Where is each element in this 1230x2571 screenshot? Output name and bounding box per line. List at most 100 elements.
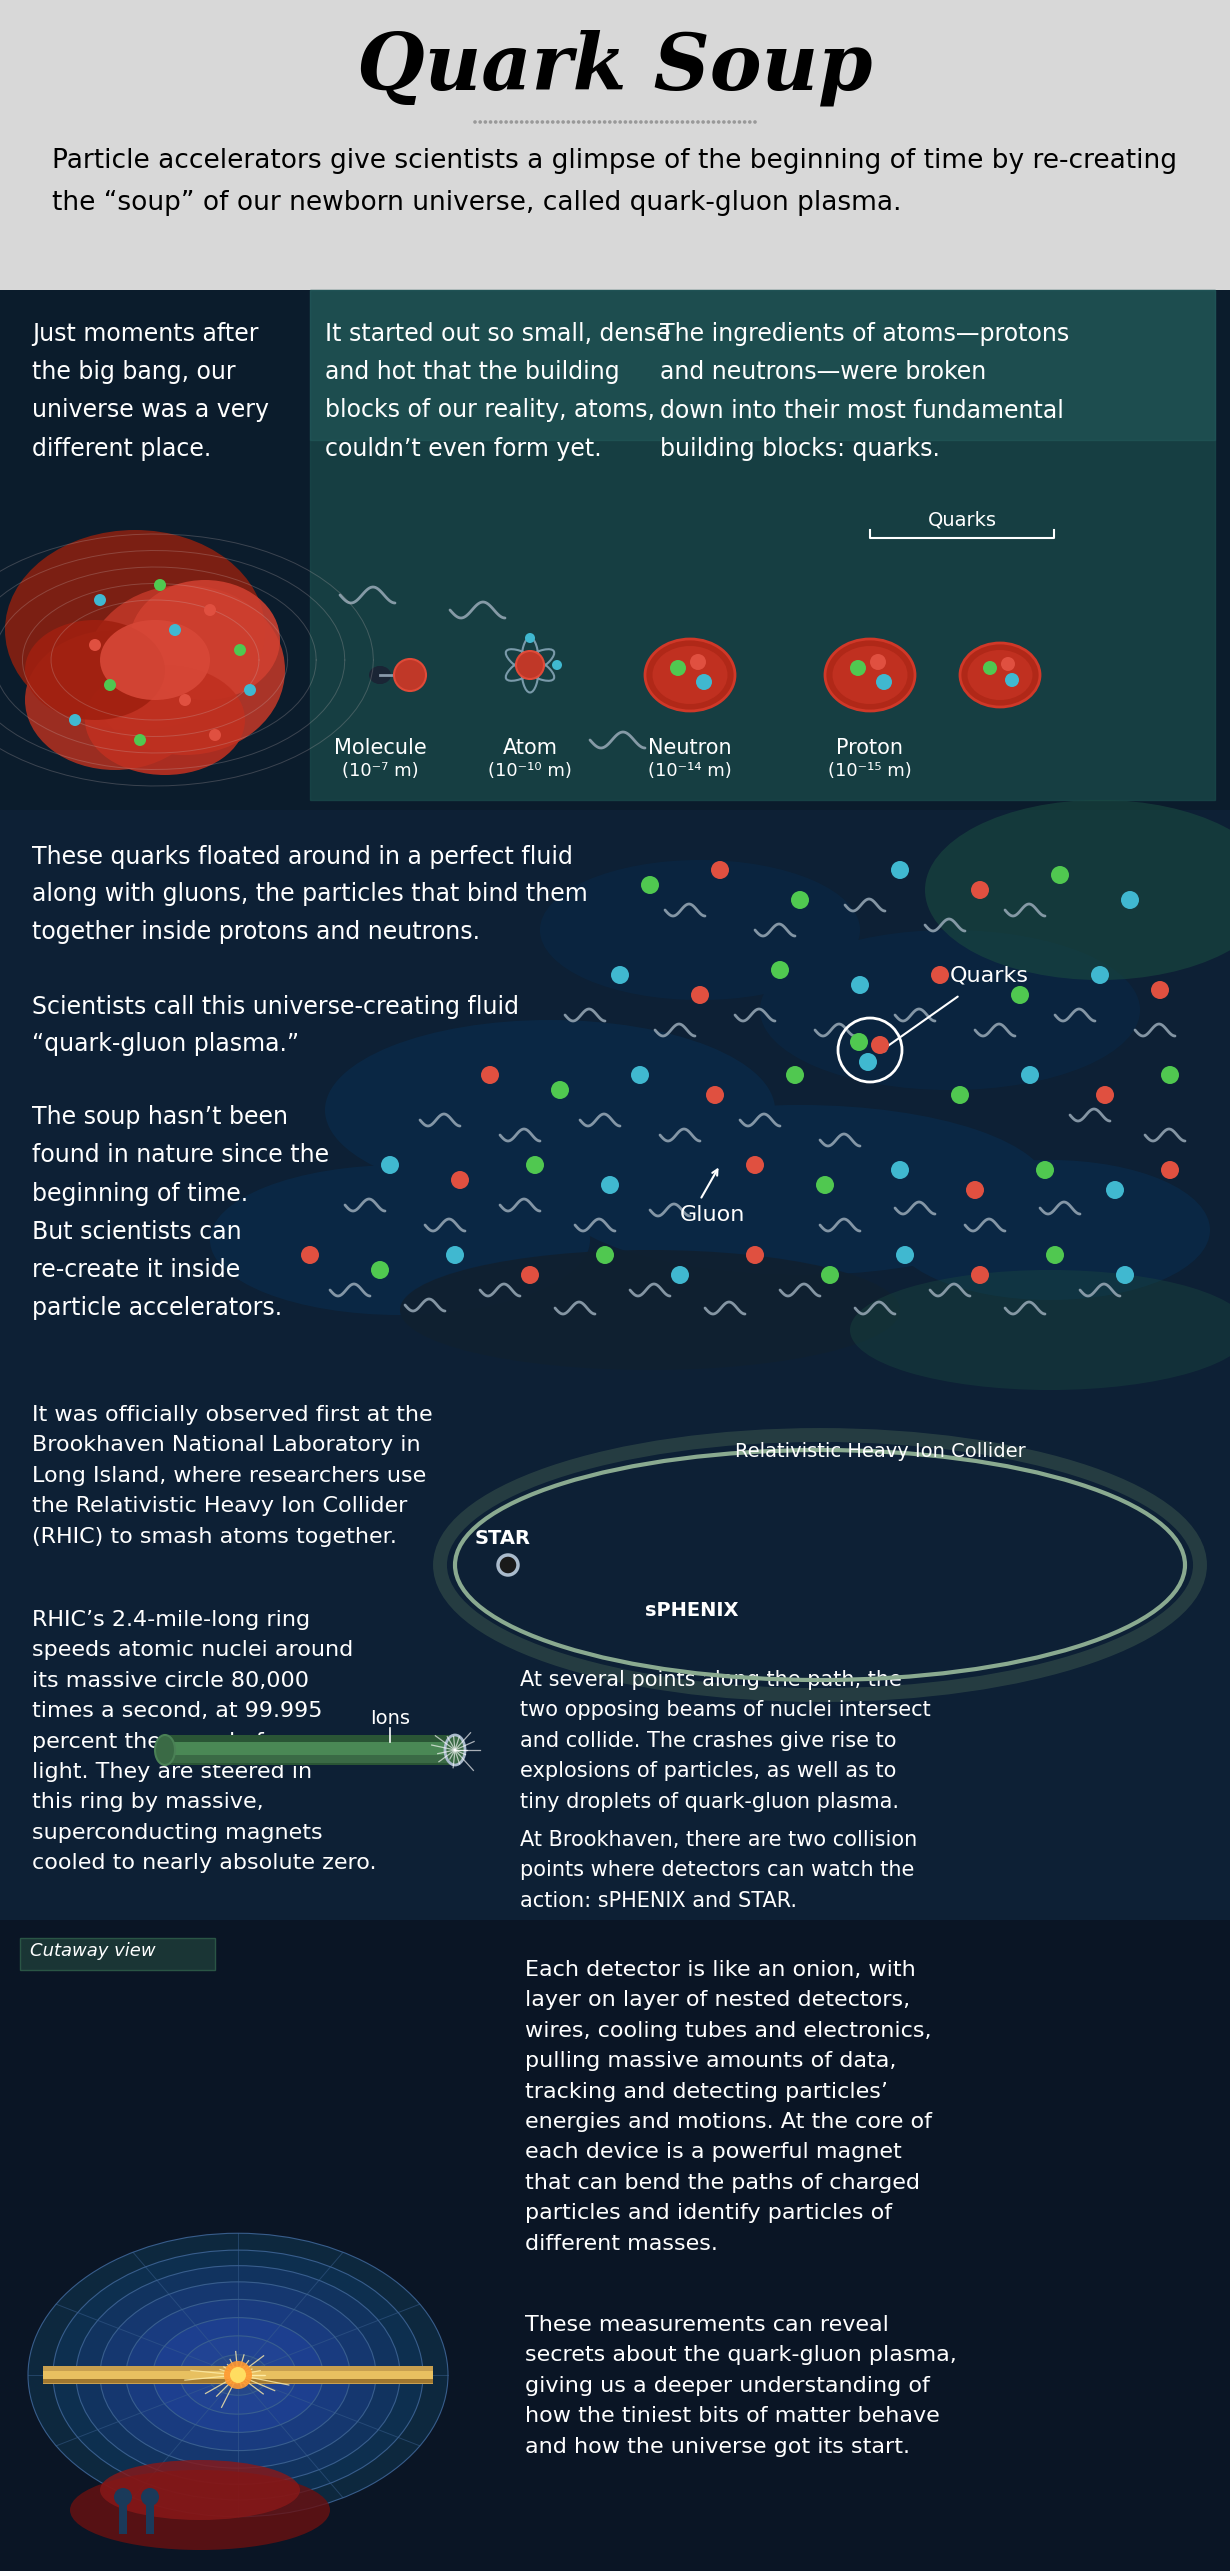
- Text: Proton: Proton: [836, 738, 904, 758]
- Circle shape: [1161, 1067, 1180, 1085]
- Text: (10⁻⁷ m): (10⁻⁷ m): [342, 761, 418, 779]
- Circle shape: [743, 121, 747, 123]
- Circle shape: [474, 121, 477, 123]
- Circle shape: [680, 121, 684, 123]
- Circle shape: [481, 1067, 499, 1085]
- Circle shape: [520, 121, 524, 123]
- Circle shape: [504, 121, 508, 123]
- Text: Relativistic Heavy Ion Collider: Relativistic Heavy Ion Collider: [734, 1442, 1026, 1460]
- Text: Ions: Ions: [370, 1710, 410, 1728]
- Circle shape: [567, 121, 571, 123]
- Polygon shape: [310, 291, 1215, 440]
- Circle shape: [525, 121, 529, 123]
- Circle shape: [451, 1170, 469, 1188]
- Circle shape: [551, 121, 555, 123]
- Circle shape: [820, 1265, 839, 1283]
- Text: sPHENIX: sPHENIX: [645, 1602, 738, 1620]
- Text: These measurements can reveal
secrets about the quark-gluon plasma,
giving us a : These measurements can reveal secrets ab…: [525, 2314, 957, 2458]
- Circle shape: [747, 1157, 764, 1175]
- Circle shape: [498, 1555, 518, 1576]
- Circle shape: [696, 674, 712, 689]
- Circle shape: [478, 121, 482, 123]
- Text: Molecule: Molecule: [333, 738, 427, 758]
- Text: (10⁻¹⁵ m): (10⁻¹⁵ m): [828, 761, 911, 779]
- Circle shape: [89, 640, 101, 650]
- Text: The ingredients of atoms—protons
and neutrons—were broken
down into their most f: The ingredients of atoms—protons and neu…: [661, 321, 1069, 460]
- Bar: [165, 1735, 455, 1766]
- Bar: [0, 0, 1230, 291]
- Circle shape: [1091, 967, 1109, 985]
- Circle shape: [541, 121, 544, 123]
- Circle shape: [732, 121, 736, 123]
- Circle shape: [1116, 1265, 1134, 1283]
- Circle shape: [1001, 658, 1015, 671]
- Bar: [170, 1743, 450, 1759]
- Circle shape: [446, 1247, 464, 1265]
- Ellipse shape: [70, 2471, 330, 2550]
- Circle shape: [619, 121, 622, 123]
- Circle shape: [631, 1067, 649, 1085]
- Ellipse shape: [968, 650, 1032, 699]
- Circle shape: [556, 121, 560, 123]
- Text: STAR: STAR: [475, 1530, 531, 1548]
- Ellipse shape: [76, 2265, 400, 2484]
- Ellipse shape: [550, 1106, 1050, 1275]
- Circle shape: [1005, 674, 1018, 686]
- Circle shape: [522, 1265, 539, 1283]
- Ellipse shape: [833, 645, 908, 704]
- Circle shape: [712, 121, 716, 123]
- Circle shape: [870, 653, 886, 671]
- Circle shape: [601, 1175, 619, 1193]
- Circle shape: [530, 121, 534, 123]
- Ellipse shape: [153, 2316, 323, 2432]
- Text: It was officially observed first at the
Brookhaven National Laboratory in
Long I: It was officially observed first at the …: [32, 1404, 433, 1548]
- Ellipse shape: [130, 581, 280, 699]
- Circle shape: [659, 121, 663, 123]
- Circle shape: [483, 121, 487, 123]
- Bar: [0, 1921, 1230, 2571]
- Ellipse shape: [208, 2355, 268, 2396]
- Text: The soup hasn’t been
found in nature since the
beginning of time.
But scientists: The soup hasn’t been found in nature sin…: [32, 1106, 330, 1321]
- Circle shape: [891, 1162, 909, 1180]
- Bar: [0, 810, 1230, 1370]
- Ellipse shape: [369, 666, 391, 684]
- Text: Each detector is like an onion, with
layer on layer of nested detectors,
wires, : Each detector is like an onion, with lay…: [525, 1959, 932, 2255]
- Circle shape: [614, 121, 616, 123]
- Bar: [20, 1939, 215, 1969]
- Bar: [165, 1756, 455, 1764]
- Bar: [0, 1370, 1230, 1921]
- Circle shape: [608, 121, 611, 123]
- Circle shape: [815, 1175, 834, 1193]
- Ellipse shape: [400, 1250, 900, 1370]
- Circle shape: [488, 121, 492, 123]
- Circle shape: [611, 967, 629, 985]
- Ellipse shape: [825, 640, 915, 712]
- Bar: [43, 2370, 433, 2378]
- Circle shape: [701, 121, 705, 123]
- Circle shape: [582, 121, 585, 123]
- Circle shape: [204, 604, 216, 617]
- Circle shape: [134, 733, 146, 746]
- Text: (10⁻¹⁰ m): (10⁻¹⁰ m): [488, 761, 572, 779]
- Circle shape: [983, 661, 998, 676]
- Text: (10⁻¹⁴ m): (10⁻¹⁴ m): [648, 761, 732, 779]
- Circle shape: [587, 121, 590, 123]
- Ellipse shape: [325, 1021, 775, 1201]
- Circle shape: [1046, 1247, 1064, 1265]
- Ellipse shape: [85, 586, 285, 756]
- Circle shape: [691, 121, 695, 123]
- Ellipse shape: [125, 2298, 351, 2450]
- Circle shape: [114, 2489, 132, 2507]
- Ellipse shape: [959, 643, 1041, 707]
- Circle shape: [597, 1247, 614, 1265]
- Circle shape: [551, 1080, 569, 1098]
- Circle shape: [1161, 1162, 1180, 1180]
- Text: At Brookhaven, there are two collision
points where detectors can watch the
acti: At Brookhaven, there are two collision p…: [520, 1831, 918, 1910]
- Circle shape: [1036, 1162, 1054, 1180]
- Circle shape: [895, 1247, 914, 1265]
- Circle shape: [748, 121, 752, 123]
- Circle shape: [526, 1157, 544, 1175]
- Circle shape: [546, 121, 550, 123]
- Circle shape: [951, 1085, 969, 1103]
- Circle shape: [517, 650, 544, 679]
